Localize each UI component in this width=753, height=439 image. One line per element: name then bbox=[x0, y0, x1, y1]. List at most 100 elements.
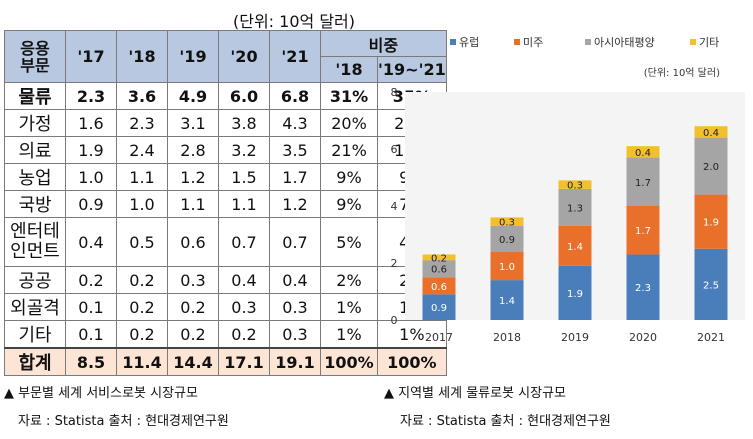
data-label: 2.5 bbox=[703, 280, 719, 291]
value-cell: 1.5 bbox=[218, 163, 270, 191]
share-cell: 31% bbox=[320, 82, 378, 110]
data-label: 0.4 bbox=[703, 128, 719, 139]
data-label: 1.4 bbox=[567, 242, 583, 253]
share-group-header: 비중 bbox=[320, 30, 447, 57]
share-header: '19~'21 bbox=[377, 56, 447, 83]
value-cell: 0.6 bbox=[167, 217, 219, 267]
share-cell: 21% bbox=[320, 136, 378, 164]
data-label: 1.4 bbox=[499, 296, 515, 307]
year-header: '18 bbox=[116, 30, 168, 83]
bar-segment bbox=[558, 225, 592, 266]
legend-label: 유럽 bbox=[459, 35, 479, 49]
data-label: 2.3 bbox=[635, 283, 651, 294]
value-cell: 2.4 bbox=[116, 136, 168, 164]
value-cell: 19.1 bbox=[269, 347, 321, 376]
value-cell: 1.1 bbox=[218, 190, 270, 218]
y-tick-label: 0 bbox=[391, 314, 398, 327]
bar-segment bbox=[558, 180, 592, 189]
value-cell: 0.2 bbox=[116, 320, 168, 349]
value-cell: 0.1 bbox=[65, 320, 117, 349]
share-cell: 1% bbox=[377, 320, 447, 349]
share-header: '18 bbox=[320, 56, 378, 83]
value-cell: 0.4 bbox=[218, 266, 270, 294]
value-cell: 0.2 bbox=[167, 320, 219, 349]
bar-segment bbox=[558, 188, 592, 226]
data-label: 0.2 bbox=[431, 253, 447, 264]
value-cell: 0.3 bbox=[218, 293, 270, 321]
x-tick-label: 2021 bbox=[697, 331, 725, 344]
value-cell: 0.3 bbox=[269, 320, 321, 349]
bar-segment bbox=[694, 137, 728, 195]
share-cell: 5% bbox=[320, 217, 378, 267]
share-cell: 2% bbox=[320, 266, 378, 294]
value-cell: 0.7 bbox=[269, 217, 321, 267]
value-cell: 1.1 bbox=[167, 190, 219, 218]
data-label: 0.9 bbox=[499, 235, 515, 246]
value-cell: 0.3 bbox=[269, 293, 321, 321]
data-label: 1.7 bbox=[635, 226, 651, 237]
row-category: 공공 bbox=[4, 266, 66, 294]
chart-unit-label: (단위: 10억 달러) bbox=[644, 66, 720, 79]
value-cell: 0.9 bbox=[65, 190, 117, 218]
bar-segment bbox=[422, 260, 456, 278]
data-label: 0.9 bbox=[431, 303, 447, 314]
data-label: 0.4 bbox=[635, 148, 651, 159]
data-label: 1.9 bbox=[567, 289, 583, 300]
value-cell: 2.3 bbox=[65, 82, 117, 110]
value-cell: 6.0 bbox=[218, 82, 270, 110]
x-tick-label: 2017 bbox=[425, 331, 453, 344]
legend-swatch bbox=[690, 39, 696, 45]
category-header: 응용 부문 bbox=[4, 30, 66, 83]
year-header: '17 bbox=[65, 30, 117, 83]
table-unit-label: (단위: 10억 달러) bbox=[233, 12, 356, 31]
share-cell: 100% bbox=[320, 347, 378, 376]
value-cell: 3.6 bbox=[116, 82, 168, 110]
share-cell: 9% bbox=[320, 190, 378, 218]
value-cell: 0.2 bbox=[167, 293, 219, 321]
data-label: 1.3 bbox=[567, 203, 583, 214]
value-cell: 0.2 bbox=[218, 320, 270, 349]
bar-segment bbox=[558, 265, 592, 320]
value-cell: 17.1 bbox=[218, 347, 270, 376]
legend-swatch bbox=[514, 39, 520, 45]
share-cell: 9% bbox=[320, 163, 378, 191]
value-cell: 8.5 bbox=[65, 347, 117, 376]
value-cell: 1.6 bbox=[65, 109, 117, 137]
row-category: 엔터테 인먼트 bbox=[4, 217, 66, 267]
bar-segment bbox=[694, 126, 728, 138]
value-cell: 0.3 bbox=[167, 266, 219, 294]
value-cell: 3.5 bbox=[269, 136, 321, 164]
bar-segment bbox=[626, 146, 660, 158]
value-cell: 0.4 bbox=[269, 266, 321, 294]
y-tick-label: 2 bbox=[391, 257, 398, 270]
legend-label: 미주 bbox=[523, 36, 543, 49]
value-cell: 0.1 bbox=[65, 293, 117, 321]
value-cell: 0.2 bbox=[116, 293, 168, 321]
value-cell: 2.8 bbox=[167, 136, 219, 164]
bar-segment bbox=[490, 217, 524, 226]
value-cell: 3.1 bbox=[167, 109, 219, 137]
bar-segment bbox=[422, 294, 456, 320]
value-cell: 3.8 bbox=[218, 109, 270, 137]
value-cell: 0.5 bbox=[116, 217, 168, 267]
bar-segment bbox=[422, 254, 456, 261]
value-cell: 1.9 bbox=[65, 136, 117, 164]
bar-segment bbox=[626, 254, 660, 320]
legend-label: 기타 bbox=[699, 36, 719, 49]
logistics-robot-chart: 유럽 미주 아시아태평양 기타(단위: 10억 달러)024680.90.60.60.… bbox=[391, 35, 745, 344]
value-cell: 4.9 bbox=[167, 82, 219, 110]
row-category: 의료 bbox=[4, 136, 66, 164]
share-cell: 1% bbox=[320, 293, 378, 321]
value-cell: 6.8 bbox=[269, 82, 321, 110]
data-label: 1.7 bbox=[635, 178, 651, 189]
table-caption: ▲ 부문별 세계 서비스로봇 시장규모 bbox=[4, 386, 198, 401]
y-tick-label: 4 bbox=[391, 200, 398, 213]
table-row: 기타 0.1 0.2 0.2 0.2 0.3 1% 1% bbox=[4, 320, 447, 349]
value-cell: 1.7 bbox=[269, 163, 321, 191]
year-header: '19 bbox=[167, 30, 219, 83]
x-tick-label: 2018 bbox=[493, 331, 521, 344]
chart-caption: ▲ 지역별 세계 물류로봇 시장규모 bbox=[384, 386, 567, 401]
data-label: 2.0 bbox=[703, 162, 719, 173]
bar-segment bbox=[694, 248, 728, 320]
